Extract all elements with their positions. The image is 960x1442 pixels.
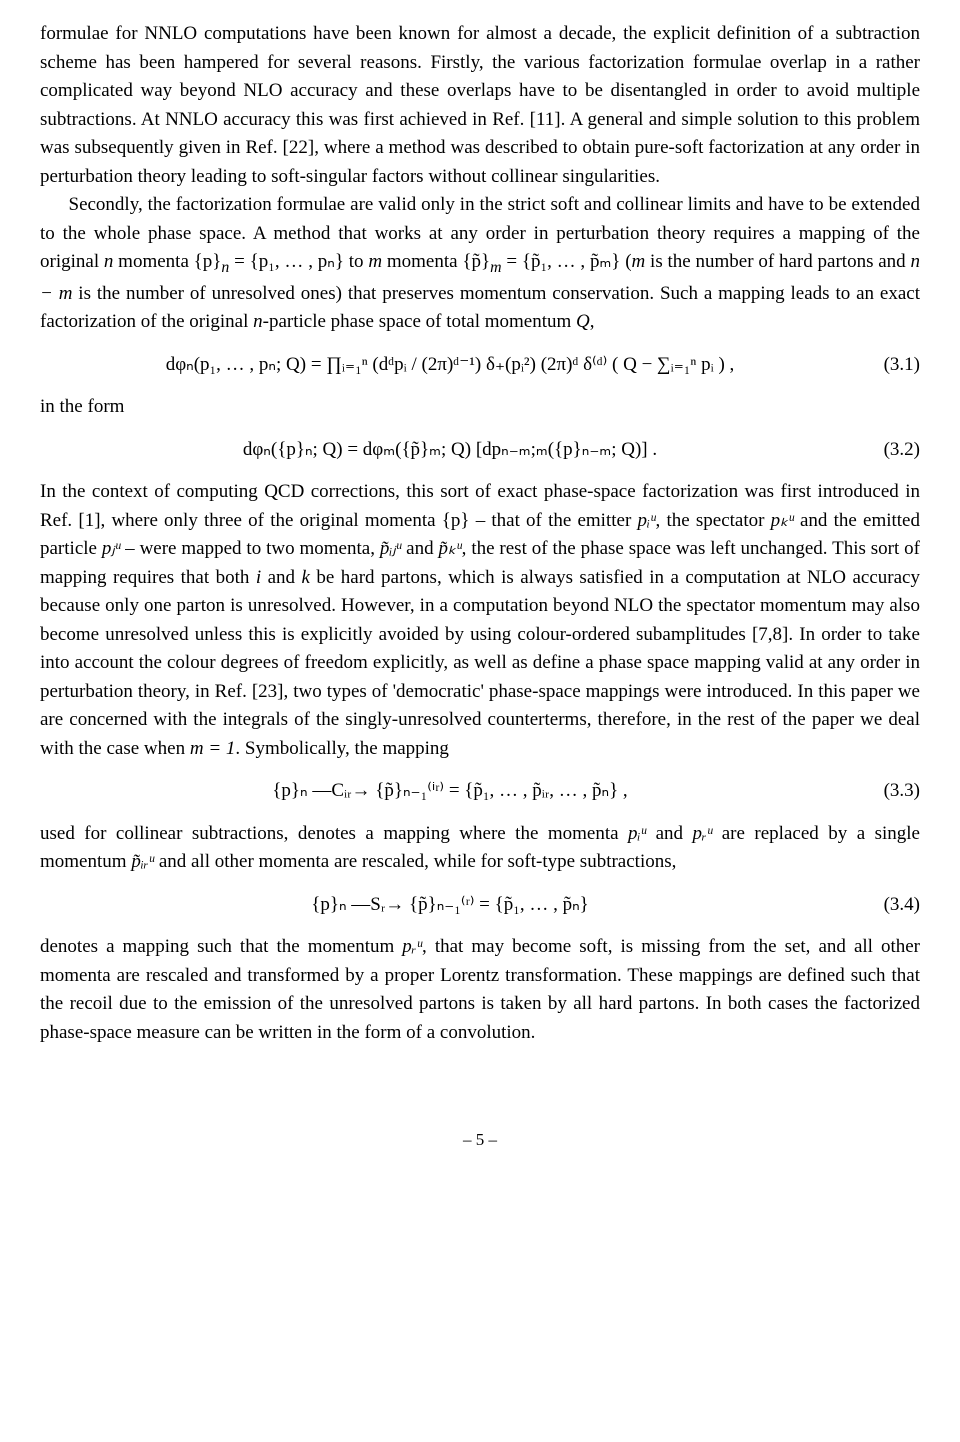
p3-and2: and — [261, 567, 301, 588]
equation-3-2: dφₙ({p}ₙ; Q) = dφₘ({p̃}ₘ; Q) [dpₙ₋ₘ;ₘ({p… — [40, 436, 920, 465]
eq34-number: (3.4) — [860, 891, 920, 920]
p3-d: . Symbolically, the mapping — [235, 738, 449, 759]
eq32-number: (3.2) — [860, 436, 920, 465]
paragraph-4: used for collinear subtractions, denotes… — [40, 820, 920, 877]
sym-k: k — [301, 567, 309, 588]
sub-m1: m — [490, 259, 501, 276]
paragraph-5: denotes a mapping such that the momentum… — [40, 933, 920, 1047]
sym-n2: n — [253, 311, 263, 332]
p5-a: denotes a mapping such that the momentum — [40, 936, 402, 957]
sym-Q: Q — [576, 311, 590, 332]
paragraph-2: Secondly, the factorization formulae are… — [40, 191, 920, 337]
equation-3-3: {p}ₙ —Cᵢᵣ→ {p̃}ₙ₋₁⁽ⁱʳ⁾ = {p̃₁, … , p̃ᵢᵣ,… — [40, 777, 920, 806]
sym-m1: m = 1 — [190, 738, 236, 759]
eq33-body: {p}ₙ —Cᵢᵣ→ {p̃}ₙ₋₁⁽ⁱʳ⁾ = {p̃₁, … , p̃ᵢᵣ,… — [40, 777, 860, 806]
p4-and: and — [646, 823, 692, 844]
in-the-form: in the form — [40, 393, 920, 422]
sym-pr-mu: pᵣᵘ — [693, 823, 713, 844]
p3-spectator: , the spectator — [656, 510, 771, 531]
equation-3-1: dφₙ(p₁, … , pₙ; Q) = ∏ᵢ₌₁ⁿ (dᵈpᵢ / (2π)ᵈ… — [40, 351, 920, 380]
sym-pi-mu2: pᵢᵘ — [628, 823, 646, 844]
p2-eq-pt1ptm: = {p̃₁, … , p̃ₘ} ( — [502, 251, 632, 272]
paragraph-3: In the context of computing QCD correcti… — [40, 478, 920, 763]
eq34-body: {p}ₙ —Sᵣ→ {p̃}ₙ₋₁⁽ʳ⁾ = {p̃₁, … , p̃ₙ} — [40, 891, 860, 920]
paragraph-1: formulae for NNLO computations have been… — [40, 20, 920, 191]
p2-b: is the number of hard partons and — [645, 251, 910, 272]
equation-3-4: {p}ₙ —Sᵣ→ {p̃}ₙ₋₁⁽ʳ⁾ = {p̃₁, … , p̃ₙ} (3… — [40, 891, 920, 920]
eq32-body: dφₙ({p}ₙ; Q) = dφₘ({p̃}ₘ; Q) [dpₙ₋ₘ;ₘ({p… — [40, 436, 860, 465]
sym-m: m — [368, 251, 382, 272]
sym-ptk-mu: p̃ₖᵘ — [439, 538, 462, 559]
p2-momenta-p: momenta {p} — [113, 251, 221, 272]
sym-n: n — [104, 251, 114, 272]
sym-m2: m — [632, 251, 646, 272]
comma-2: , — [462, 538, 467, 559]
sym-ptir-mu: p̃ᵢᵣᵘ — [131, 851, 154, 872]
p3-and1: and — [401, 538, 438, 559]
sym-pij-mu: p̃ᵢⱼᵘ — [380, 538, 401, 559]
comma-1: , — [590, 311, 595, 332]
eq33-number: (3.3) — [860, 777, 920, 806]
sym-pk-mu: pₖᵘ — [771, 510, 794, 531]
sym-pr-mu2: pᵣᵘ — [402, 936, 422, 957]
p4-c: and all other momenta are rescaled, whil… — [154, 851, 676, 872]
p4-a: used for collinear subtractions, denotes… — [40, 823, 628, 844]
eq31-body: dφₙ(p₁, … , pₙ; Q) = ∏ᵢ₌₁ⁿ (dᵈpᵢ / (2π)ᵈ… — [40, 351, 860, 380]
eq31-number: (3.1) — [860, 351, 920, 380]
p2-eq-p1pn: = {p₁, … , pₙ} — [229, 251, 344, 272]
p3-emitter: – that of the emitter — [470, 510, 638, 531]
sym-pi-mu: pᵢᵘ — [637, 510, 655, 531]
sym-pj-mu: pⱼᵘ — [102, 538, 120, 559]
page-footer: – 5 – — [40, 1127, 920, 1153]
p2-to: to — [344, 251, 368, 272]
p3-c: be hard partons, which is always satisfi… — [40, 567, 920, 759]
p2-momenta-pt: momenta {p̃} — [382, 251, 490, 272]
p2-d: -particle phase space of total momentum — [263, 311, 576, 332]
p3-pcurly: {p} — [442, 510, 470, 531]
p3-mapped: – were mapped to two momenta, — [120, 538, 380, 559]
